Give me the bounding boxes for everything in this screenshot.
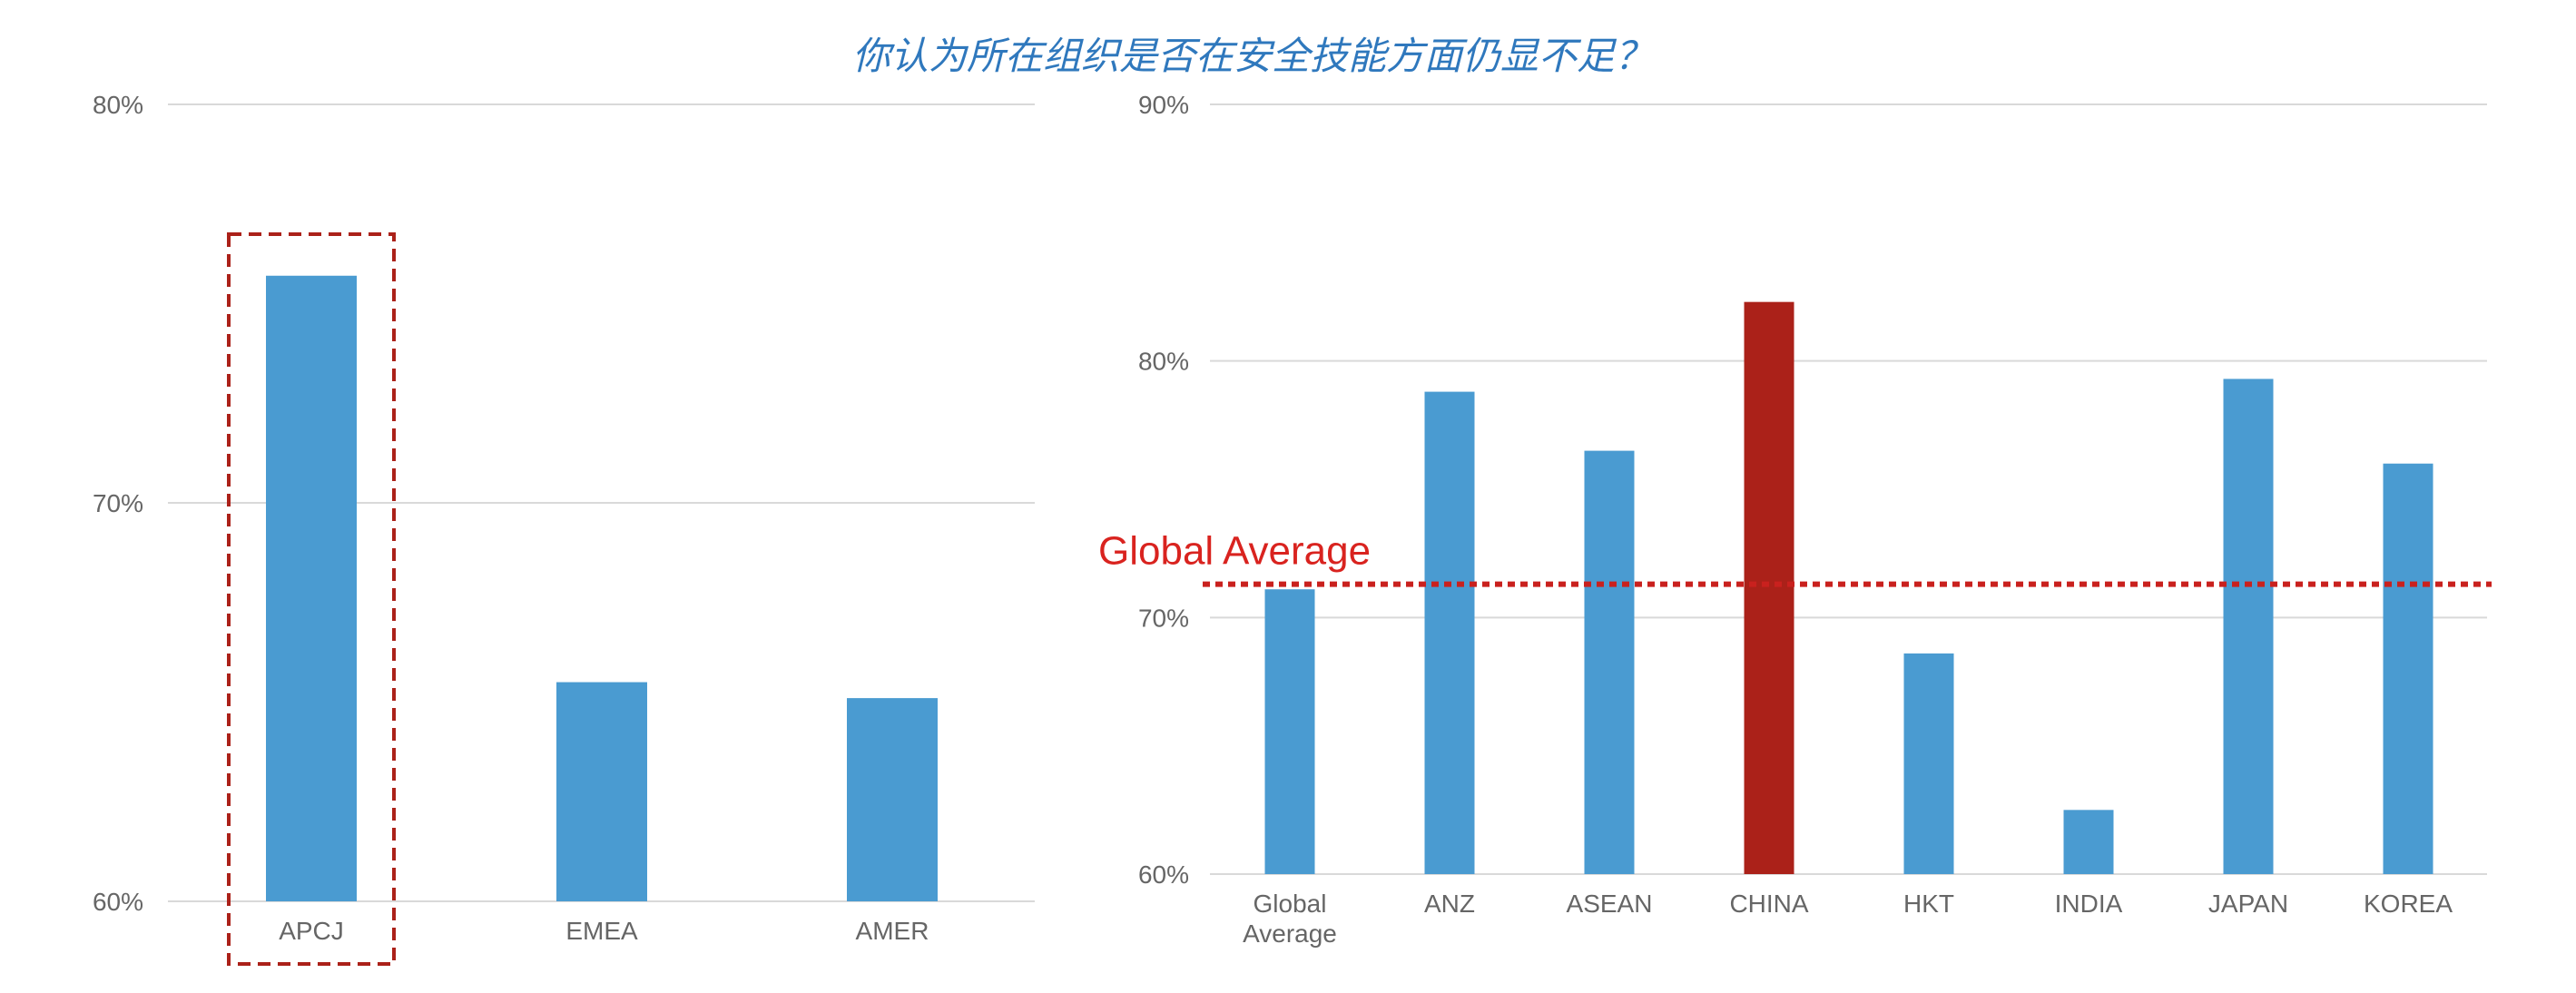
apcj-highlight-box <box>227 232 396 966</box>
right-category-label-china: CHINA <box>1729 890 1808 918</box>
left-ytick-label-80: 80% <box>93 91 143 119</box>
left-ytick-label-70: 70% <box>93 489 143 517</box>
left-bar-apcj <box>266 275 357 901</box>
left-ytick-label-60: 60% <box>93 888 143 916</box>
right-ytick-label-70: 70% <box>1138 604 1189 632</box>
global-average-annotation: Global Average <box>1098 529 1371 574</box>
right-ytick-label-60: 60% <box>1138 860 1189 889</box>
right-category-label-asean: ASEAN <box>1567 890 1653 918</box>
left-bar-amer <box>847 698 938 901</box>
right-bar-asean <box>1584 450 1635 874</box>
left-category-label-amer: AMER <box>856 917 929 945</box>
right-bar-india <box>2063 810 2114 874</box>
left-category-label-apcj: APCJ <box>279 917 344 945</box>
left-bar-emea <box>556 682 647 901</box>
left-category-label-emea: EMEA <box>565 917 638 945</box>
right-category-label-korea: KOREA <box>2364 890 2453 918</box>
right-category-label-india: INDIA <box>2055 890 2123 918</box>
right-bar-japan <box>2223 379 2274 874</box>
right-bar-global-average <box>1264 589 1315 874</box>
right-category-label-anz: ANZ <box>1424 890 1475 918</box>
right-category-label-global-average: Global Average <box>1243 890 1337 948</box>
right-category-label-hkt: HKT <box>1903 890 1954 918</box>
right-category-label-japan: JAPAN <box>2208 890 2288 918</box>
right-bar-hkt <box>1903 653 1954 874</box>
right-ytick-label-90: 90% <box>1138 91 1189 119</box>
chart-title: 你认为所在组织是否在安全技能方面仍显不足？ <box>851 34 1653 78</box>
right-bar-korea <box>2383 463 2433 874</box>
right-bar-china <box>1744 301 1794 874</box>
right-bar-anz <box>1424 391 1475 874</box>
right-ytick-label-80: 80% <box>1138 348 1189 376</box>
